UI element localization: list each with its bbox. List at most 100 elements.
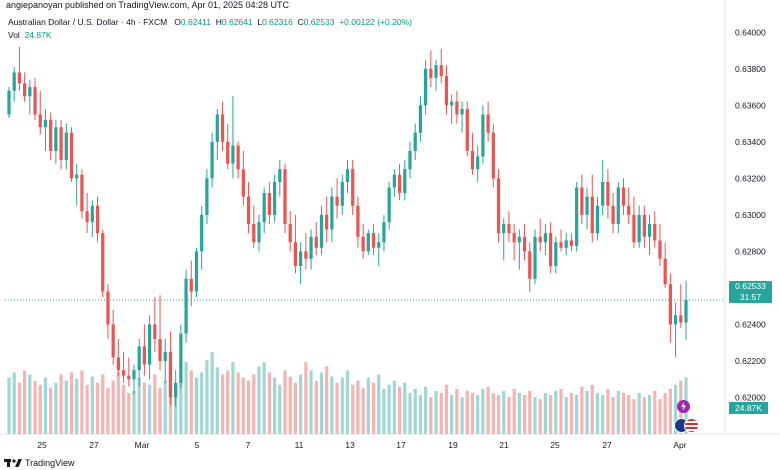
volume-bar — [116, 372, 120, 434]
volume-bar — [262, 362, 266, 434]
volume-bar — [356, 380, 360, 434]
candle-body — [621, 187, 626, 206]
candle-body — [7, 90, 11, 115]
volume-bar — [444, 384, 449, 434]
x-tick-label: Mar — [135, 440, 150, 450]
volume-bar — [252, 374, 256, 434]
volume-bar — [257, 366, 261, 434]
candle-body — [345, 169, 350, 182]
candle-body — [12, 72, 16, 91]
candle-body — [194, 251, 199, 292]
volume-bar — [418, 395, 423, 434]
candle-body — [522, 236, 527, 252]
candle-body — [283, 169, 287, 224]
candle-body — [168, 351, 173, 398]
volume-bar — [205, 360, 209, 434]
volume-bar — [507, 397, 511, 434]
candle-body — [444, 76, 449, 106]
candle-body — [309, 236, 313, 259]
volume-bar — [153, 374, 157, 434]
volume-bar — [528, 390, 532, 434]
candle-body — [111, 324, 115, 358]
volume-bar — [101, 374, 105, 434]
volume-value: 24.87K — [24, 30, 52, 40]
volume-bar — [486, 386, 490, 434]
volume-bar — [616, 390, 620, 434]
volume-bar — [361, 387, 365, 434]
candle-body — [299, 251, 303, 266]
volume-bar — [559, 388, 563, 434]
volume-bar — [668, 388, 672, 434]
candle-body — [205, 178, 209, 215]
high-label: H — [215, 17, 222, 27]
volume-bar — [595, 392, 600, 434]
volume-bar — [12, 372, 16, 434]
y-tick-label: 0.62000 — [735, 392, 766, 402]
candle-body — [33, 87, 37, 115]
candle-body — [538, 236, 542, 243]
candle-body — [220, 114, 225, 142]
candle-body — [642, 214, 646, 237]
volume-bar — [470, 392, 475, 434]
candle-body — [356, 205, 360, 237]
volume-bar — [397, 386, 402, 434]
candle-body — [627, 205, 631, 215]
candle-body — [434, 65, 438, 78]
volume-bar — [371, 382, 376, 434]
candle-body — [647, 224, 652, 237]
volume-bar — [137, 377, 141, 434]
lightning-event-icon[interactable] — [677, 400, 690, 413]
volume-bar — [522, 395, 527, 434]
candle-body — [59, 127, 63, 161]
x-tick-label: 13 — [345, 440, 355, 450]
volume-bar — [210, 351, 214, 434]
candle-body — [455, 101, 459, 115]
volume-bar — [75, 378, 79, 434]
us-flag-icon[interactable] — [684, 418, 699, 433]
candle-body — [528, 251, 532, 279]
candle-body — [304, 251, 308, 259]
y-tick-label: 0.64000 — [735, 27, 766, 37]
close-label: C — [297, 17, 304, 27]
candle-body — [184, 278, 188, 334]
candle-body — [246, 196, 251, 224]
ohlc-legend: Australian Dollar / U.S. Dollar · 4h · F… — [8, 17, 412, 27]
volume-bar — [663, 392, 667, 434]
volume-bar — [28, 374, 32, 434]
symbol-name[interactable]: Australian Dollar / U.S. Dollar · 4h · F… — [8, 17, 168, 27]
y-tick-label: 0.62800 — [735, 246, 766, 256]
candle-body — [121, 370, 126, 376]
candle-body — [460, 108, 464, 115]
volume-bar — [163, 380, 167, 434]
volume-bar — [200, 372, 204, 434]
volume-tag: 24.87K — [729, 402, 768, 414]
volume-bar — [43, 377, 48, 434]
candle-body — [38, 114, 42, 128]
candle-body — [147, 324, 152, 365]
volume-bar — [632, 399, 636, 434]
y-tick-label: 0.63800 — [735, 64, 766, 74]
volume-bar — [127, 392, 131, 434]
volume-bar — [23, 370, 27, 434]
volume-bar — [413, 388, 417, 434]
candle-body — [575, 187, 579, 246]
candle-body — [158, 339, 162, 361]
volume-bar — [496, 395, 501, 434]
candle-body — [476, 156, 480, 170]
x-tick-label: 25 — [37, 440, 47, 450]
volume-bar — [304, 362, 308, 434]
volume-bar — [387, 384, 391, 434]
volume-bar — [226, 370, 230, 434]
volume-bar — [637, 392, 641, 434]
candle-body — [236, 145, 240, 170]
volume-bar — [460, 397, 464, 434]
volume-bar — [548, 395, 553, 434]
volume-bar — [158, 387, 162, 434]
candle-body — [54, 127, 58, 151]
candle-body — [663, 258, 667, 285]
candle-body — [548, 233, 553, 266]
y-tick-label: 0.63200 — [735, 173, 766, 183]
volume-bar — [54, 382, 58, 434]
candle-body — [418, 105, 423, 133]
